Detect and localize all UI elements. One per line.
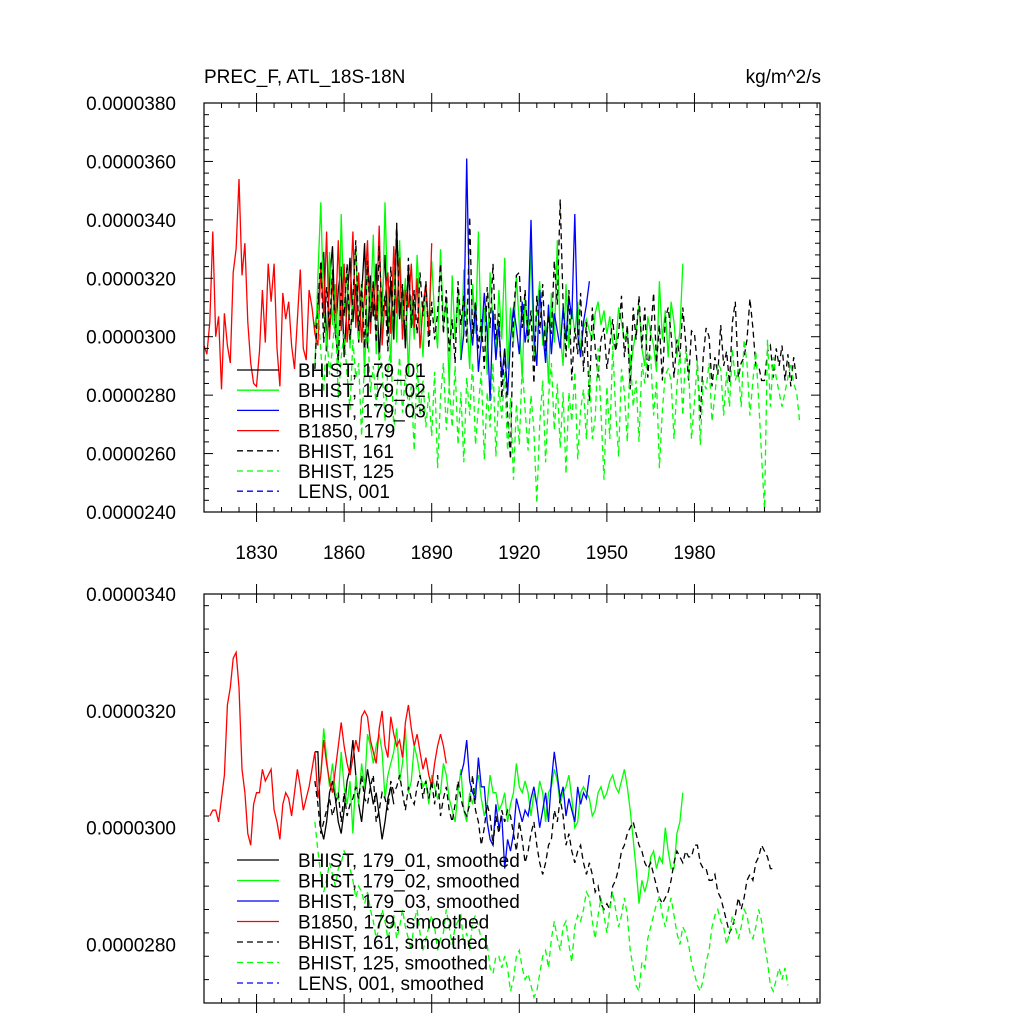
legend-label: BHIST, 179_03 xyxy=(298,401,426,422)
legend-label: LENS, 001, smoothed xyxy=(298,974,484,995)
series-line-0-3 xyxy=(204,178,433,390)
x-tick-label: 1950 xyxy=(586,543,628,564)
top-panel-axes: 0.0000240 0.0000260 0.0000280 0.0000300 0.00… xyxy=(86,93,821,564)
legend-label: BHIST, 179_02 xyxy=(298,381,426,402)
top-panel-title: PREC_F, ATL_18S-18N xyxy=(204,67,405,88)
series-line-1-3 xyxy=(209,650,447,846)
legend-label: LENS, 001 xyxy=(298,482,390,503)
series-line-1-0 xyxy=(314,740,395,840)
bottom-panel-series xyxy=(209,650,789,1000)
bottom-panel-axes: 0.0000280 0.0000300 0.0000320 0.0000340 xyxy=(86,584,821,1013)
y-tick-label: 0.0000280 xyxy=(86,386,176,407)
legend-label: BHIST, 125 xyxy=(298,462,394,483)
y-tick-label: 0.0000300 xyxy=(86,328,176,349)
y-tick-label: 0.0000260 xyxy=(86,445,176,466)
x-tick-label: 1860 xyxy=(323,543,365,564)
top-panel-units: kg/m^2/s xyxy=(746,67,821,88)
legend-label: BHIST, 161, smoothed xyxy=(298,933,488,954)
y-tick-label: 0.0000360 xyxy=(86,152,176,173)
y-tick-label: 0.0000320 xyxy=(86,269,176,290)
series-line-0-5 xyxy=(314,304,801,510)
x-tick-label: 1920 xyxy=(498,543,540,564)
plot-frame xyxy=(203,102,821,513)
y-tick-label: 0.0000380 xyxy=(86,94,176,115)
legend-label: B1850, 179, smoothed xyxy=(298,913,489,934)
bottom-panel: 0.0000280 0.0000300 0.0000320 0.0000340 BHI… xyxy=(86,584,821,1013)
top-panel-series xyxy=(204,158,801,510)
series-line-0-0 xyxy=(314,225,415,361)
top-panel: PREC_F, ATL_18S-18N kg/m^2/s 0.00002400.… xyxy=(86,67,821,564)
legend-label: BHIST, 179_01 xyxy=(298,361,426,382)
y-tick-label: 0.0000240 xyxy=(86,503,176,524)
legend-label: BHIST, 179_01, smoothed xyxy=(298,851,520,872)
series-line-0-1 xyxy=(314,202,684,387)
x-tick-label: 1890 xyxy=(411,543,453,564)
series-line-1-4 xyxy=(314,774,774,935)
x-tick-label: 1830 xyxy=(235,543,277,564)
legend-label: BHIST, 125, smoothed xyxy=(298,954,488,975)
plot-frame xyxy=(203,593,821,1004)
y-tick-label: 0.0000340 xyxy=(86,211,176,232)
legend-label: BHIST, 161 xyxy=(298,442,394,463)
series-line-1-2 xyxy=(460,740,591,869)
legend-label: BHIST, 179_03, smoothed xyxy=(298,892,520,913)
y-tick-label: 0.0000280 xyxy=(86,936,176,957)
series-line-1-5 xyxy=(314,821,789,1000)
y-tick-label: 0.0000300 xyxy=(86,819,176,840)
series-line-1-1 xyxy=(320,728,684,904)
y-tick-label: 0.0000340 xyxy=(86,585,176,606)
legend-label: B1850, 179 xyxy=(298,422,395,443)
y-tick-label: 0.0000320 xyxy=(86,702,176,723)
legend-label: BHIST, 179_02, smoothed xyxy=(298,872,520,893)
series-line-0-4 xyxy=(314,199,798,460)
x-tick-label: 1980 xyxy=(673,543,715,564)
